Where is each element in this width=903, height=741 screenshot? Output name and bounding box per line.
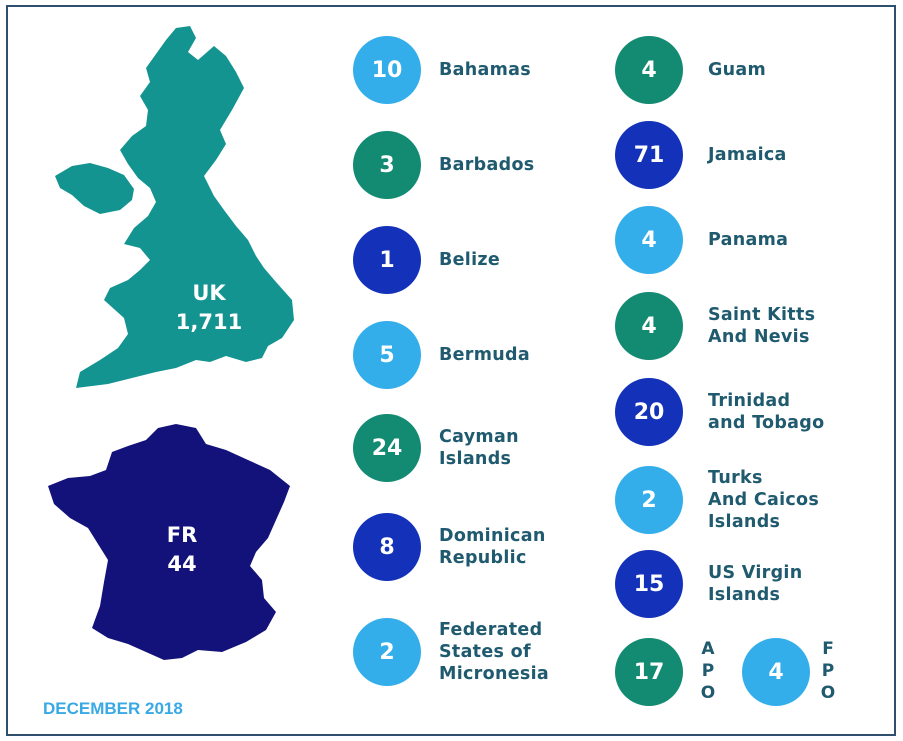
territory-label: Federated States of Micronesia	[439, 620, 549, 684]
territory-label: Jamaica	[708, 145, 787, 165]
territory-label: Dominican Republic	[439, 526, 546, 568]
territory-label: Belize	[439, 250, 501, 270]
territory-label: Cayman Islands	[439, 427, 519, 469]
territory-label: Panama	[708, 230, 789, 250]
territory-label: F P O	[820, 639, 836, 703]
fr-value: 44	[167, 552, 197, 576]
value-bubble: 4	[615, 36, 683, 104]
value-bubble: 4	[615, 292, 683, 360]
value-bubble: 20	[615, 378, 683, 446]
territory-label: US Virgin Islands	[708, 563, 803, 605]
france-map-shape	[48, 424, 290, 660]
territory-label: Bermuda	[439, 345, 530, 365]
territory-label: Bahamas	[439, 60, 531, 80]
value-bubble: 5	[353, 321, 421, 389]
uk-label: UK 1,711	[150, 279, 268, 337]
value-bubble: 24	[353, 414, 421, 482]
territory-label: Saint Kitts And Nevis	[708, 305, 816, 347]
value-bubble: 1	[353, 226, 421, 294]
territory-label: Barbados	[439, 155, 535, 175]
value-bubble: 71	[615, 121, 683, 189]
value-bubble: 4	[615, 206, 683, 274]
uk-value: 1,711	[175, 310, 243, 334]
value-bubble: 2	[353, 618, 421, 686]
value-bubble: 2	[615, 466, 683, 534]
value-bubble: 8	[353, 513, 421, 581]
value-bubble: 15	[615, 550, 683, 618]
uk-map-shape	[76, 26, 294, 388]
date-label: DECEMBER 2018	[43, 699, 183, 718]
fr-label: FR 44	[132, 521, 232, 579]
value-bubble: 4	[742, 638, 810, 706]
value-bubble: 3	[353, 131, 421, 199]
infographic-frame	[6, 5, 896, 736]
value-bubble: 10	[353, 36, 421, 104]
territory-label: Turks And Caicos Islands	[708, 468, 820, 532]
territory-label: Trinidad and Tobago	[708, 391, 825, 433]
territory-label: A P O	[700, 639, 716, 703]
northern-ireland-shape	[55, 163, 134, 214]
value-bubble: 17	[615, 638, 683, 706]
fr-code: FR	[166, 523, 198, 547]
uk-code: UK	[192, 281, 226, 305]
territory-label: Guam	[708, 60, 767, 80]
